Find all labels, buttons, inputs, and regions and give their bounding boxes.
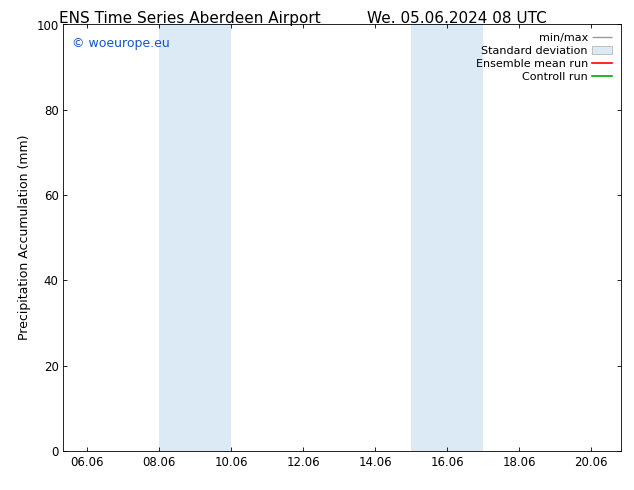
Y-axis label: Precipitation Accumulation (mm): Precipitation Accumulation (mm) [18,135,30,341]
Legend: min/max, Standard deviation, Ensemble mean run, Controll run: min/max, Standard deviation, Ensemble me… [472,30,616,85]
Bar [411,24,483,451]
Text: We. 05.06.2024 08 UTC: We. 05.06.2024 08 UTC [366,11,547,26]
Text: ENS Time Series Aberdeen Airport: ENS Time Series Aberdeen Airport [60,11,321,26]
Text: © woeurope.eu: © woeurope.eu [72,37,169,50]
Bar [159,24,231,451]
